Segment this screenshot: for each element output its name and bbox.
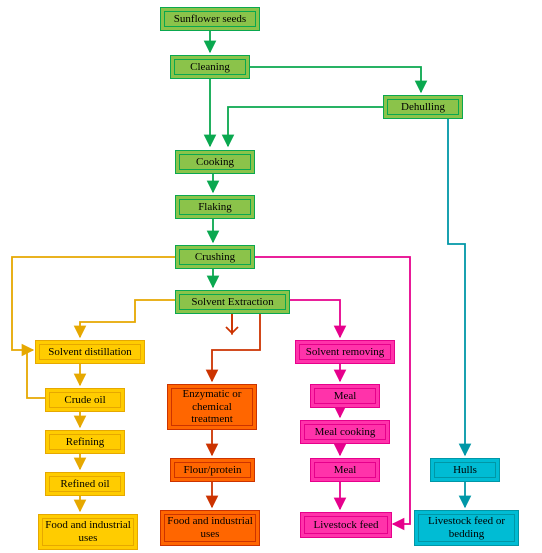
node-meal1: Meal bbox=[310, 384, 380, 408]
edge bbox=[232, 314, 238, 333]
node-flour: Flour/protein bbox=[170, 458, 255, 482]
node-meal2: Meal bbox=[310, 458, 380, 482]
node-sremove: Solvent removing bbox=[295, 340, 395, 364]
edge bbox=[80, 300, 175, 337]
node-flaking: Flaking bbox=[175, 195, 255, 219]
node-cooking: Cooking bbox=[175, 150, 255, 174]
node-refined: Refined oil bbox=[45, 472, 125, 496]
node-crude: Crude oil bbox=[45, 388, 125, 412]
edge bbox=[228, 107, 383, 146]
edge bbox=[212, 314, 260, 381]
node-livestock1: Livestock feed bbox=[300, 512, 392, 538]
node-cleaning: Cleaning bbox=[170, 55, 250, 79]
node-refining: Refining bbox=[45, 430, 125, 454]
node-crushing: Crushing bbox=[175, 245, 255, 269]
edge bbox=[226, 314, 232, 333]
edge bbox=[250, 67, 421, 92]
node-dehulling: Dehulling bbox=[383, 95, 463, 119]
node-enz: Enzymatic or chemical treatment bbox=[167, 384, 257, 430]
node-fiu1: Food and industrial uses bbox=[38, 514, 138, 550]
node-fiu2: Food and industrial uses bbox=[160, 510, 260, 546]
node-sdistill: Solvent distillation bbox=[35, 340, 145, 364]
node-seeds: Sunflower seeds bbox=[160, 7, 260, 31]
node-livefb: Livestock feed or bedding bbox=[414, 510, 519, 546]
edge bbox=[448, 119, 465, 455]
edge bbox=[290, 300, 340, 337]
node-hulls: Hulls bbox=[430, 458, 500, 482]
node-solvext: Solvent Extraction bbox=[175, 290, 290, 314]
edge bbox=[12, 257, 175, 350]
node-mealcook: Meal cooking bbox=[300, 420, 390, 444]
